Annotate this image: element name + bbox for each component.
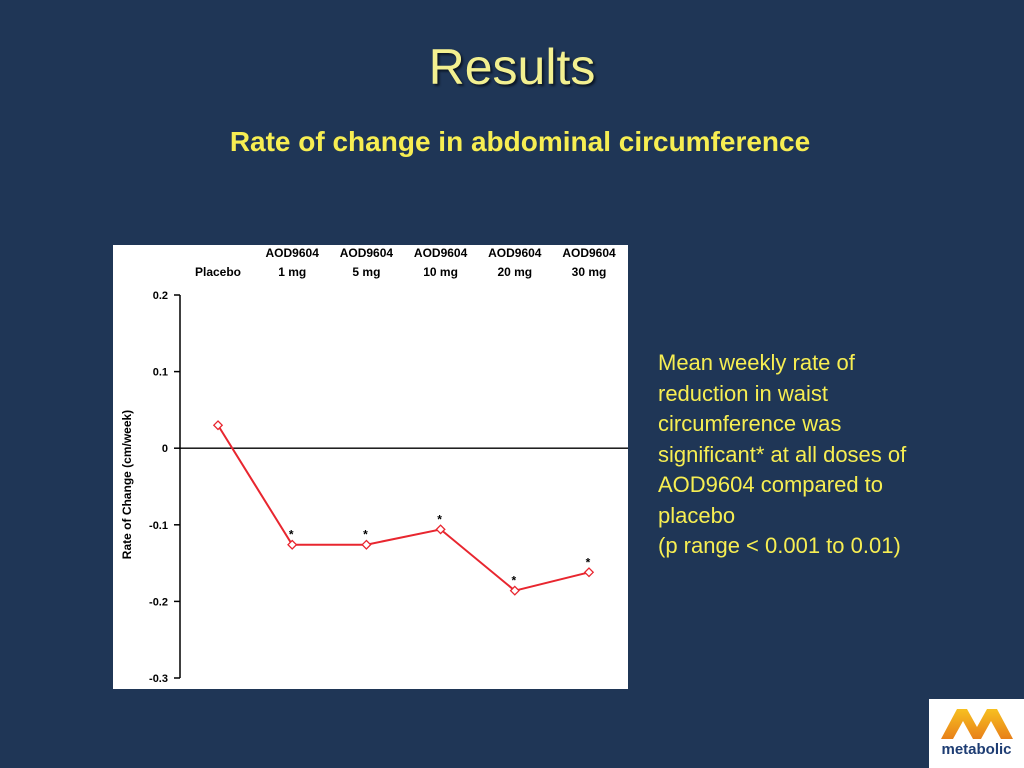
category-label: AOD9604 xyxy=(488,246,542,260)
note-line: (p range < 0.001 to 0.01) xyxy=(658,533,901,558)
data-point xyxy=(361,539,372,550)
data-point xyxy=(287,539,298,550)
significance-star: * xyxy=(511,574,516,588)
note-line: circumference was xyxy=(658,411,842,436)
category-label: 5 mg xyxy=(352,265,380,279)
category-label: 30 mg xyxy=(572,265,607,279)
y-tick-label: -0.3 xyxy=(149,673,168,685)
y-tick-label: 0 xyxy=(162,443,168,455)
logo-mark-icon xyxy=(941,709,1013,739)
category-label: AOD9604 xyxy=(340,246,394,260)
y-axis-title: Rate of Change (cm/week) xyxy=(120,410,134,559)
category-label: Placebo xyxy=(195,265,241,279)
y-tick-label: 0.1 xyxy=(153,367,168,379)
category-label: AOD9604 xyxy=(414,246,468,260)
chart-panel: 0.2 0.1 0 -0.1 -0.2 -0.3 Rate of Change (cm/we… xyxy=(113,245,628,689)
note-line: AOD9604 compared to xyxy=(658,472,884,497)
note-line: significant* at all doses of xyxy=(658,441,907,467)
category-label: 1 mg xyxy=(278,265,306,279)
data-point xyxy=(583,567,595,578)
significance-star: * xyxy=(363,528,368,542)
y-tick-label: 0.2 xyxy=(153,290,168,302)
slide-subtitle: Rate of change in abdominal circumferenc… xyxy=(229,126,811,157)
data-point xyxy=(509,585,520,596)
y-tick-label: -0.1 xyxy=(149,520,168,532)
y-tick-label: -0.2 xyxy=(149,596,168,608)
note-line: reduction in waist xyxy=(658,380,828,406)
data-point xyxy=(212,420,224,431)
significance-star: * xyxy=(289,528,294,542)
data-point xyxy=(435,524,446,535)
slide-title: Results xyxy=(428,39,596,95)
series-line xyxy=(217,424,590,592)
category-label: 20 mg xyxy=(497,265,532,279)
note-line: Mean weekly rate of xyxy=(658,350,855,375)
category-label: AOD9604 xyxy=(562,246,616,260)
note-line: placebo xyxy=(658,502,736,528)
category-label: 10 mg xyxy=(423,265,458,279)
significance-star: * xyxy=(586,555,591,569)
significance-note: Mean weekly rate of reduction in waist cir… xyxy=(658,348,998,562)
line-chart: 0.2 0.1 0 -0.1 -0.2 -0.3 Rate of Change (cm/we… xyxy=(120,246,628,685)
logo-text: metabolic xyxy=(941,741,1012,758)
metabolic-logo: metabolic xyxy=(929,699,1024,768)
category-label: AOD9604 xyxy=(266,246,320,260)
significance-star: * xyxy=(437,512,442,526)
